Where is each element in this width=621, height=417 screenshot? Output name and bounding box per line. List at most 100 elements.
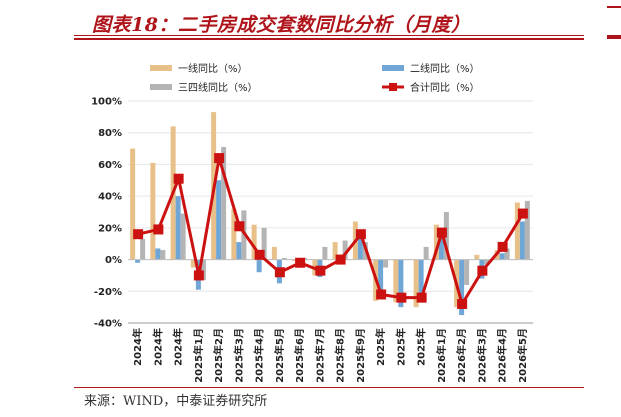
legend-label-total: 合计同比（%） xyxy=(410,81,480,94)
total-marker xyxy=(477,265,488,276)
x-tick-label: 2025年 xyxy=(394,328,407,366)
total-marker xyxy=(133,229,144,240)
total-marker xyxy=(315,265,326,276)
x-tick-label: 2025年1月 xyxy=(192,328,205,383)
adjacent-panel-rule xyxy=(607,35,621,39)
bar-tier34 xyxy=(383,259,389,268)
bar-tier2 xyxy=(175,196,181,260)
total-marker xyxy=(436,227,447,238)
legend-marker-total xyxy=(389,83,397,91)
title-divider xyxy=(74,35,584,36)
x-tick-label: 2025年4月 xyxy=(253,328,266,383)
source-note: 来源：WIND，中泰证券研究所 xyxy=(84,394,268,409)
bar-tier34 xyxy=(140,238,146,260)
bar-tier1 xyxy=(271,246,277,260)
bar-tier2 xyxy=(378,259,384,298)
x-tick-label: 2026年4月 xyxy=(496,328,509,383)
x-tick-label: 2024年 xyxy=(151,328,164,366)
bar-tier1 xyxy=(413,259,419,308)
x-tick-label: 2025年5月 xyxy=(273,328,286,383)
total-marker xyxy=(295,257,306,268)
legend-swatch-tier1 xyxy=(150,65,172,71)
bar-tier1 xyxy=(332,242,338,260)
total-marker xyxy=(193,270,204,281)
bar-tier2 xyxy=(398,259,404,308)
bar-tier34 xyxy=(524,200,530,260)
bar-tier1 xyxy=(514,202,520,260)
bar-tier1 xyxy=(150,162,156,260)
total-marker xyxy=(416,292,427,303)
bar-tier2 xyxy=(155,248,161,260)
x-tick-label: 2026年2月 xyxy=(455,328,468,383)
y-tick-label: 100% xyxy=(91,97,122,108)
x-tick-label: 2025年8月 xyxy=(334,328,347,383)
total-marker xyxy=(457,298,468,309)
total-marker xyxy=(517,208,528,219)
source-divider xyxy=(74,387,584,388)
bar-tier2 xyxy=(216,180,222,260)
x-tick-label: 2025年3月 xyxy=(232,328,245,383)
chart-title: 图表18：二手房成交套数同比分析（月度） xyxy=(92,14,471,36)
bar-tier2 xyxy=(357,238,363,260)
x-tick-label: 2024年 xyxy=(172,328,185,366)
y-tick-label: -20% xyxy=(94,287,122,298)
y-tick-label: 0% xyxy=(105,255,122,266)
bar-tier34 xyxy=(221,146,227,260)
x-tick-label: 2025年6月 xyxy=(293,328,306,383)
bar-tier1 xyxy=(231,208,237,260)
bar-tier2 xyxy=(418,259,424,300)
x-tick-label: 2026年5月 xyxy=(516,328,529,383)
bar-tier1 xyxy=(433,224,439,260)
bar-tier2 xyxy=(438,237,444,260)
total-marker xyxy=(355,229,366,240)
x-tick-label: 2026年3月 xyxy=(475,328,488,383)
bar-tier34 xyxy=(200,259,206,281)
x-tick-label: 2026年1月 xyxy=(435,328,448,383)
x-tick-label: 2025年 xyxy=(374,328,387,366)
total-marker xyxy=(274,267,285,278)
total-marker xyxy=(335,254,346,265)
y-tick-label: 80% xyxy=(98,128,122,139)
legend-swatch-tier34 xyxy=(150,84,172,90)
bar-tier1 xyxy=(393,259,399,303)
bar-tier1 xyxy=(292,259,298,262)
bar-tier2 xyxy=(459,259,465,316)
title-divider-thick xyxy=(74,38,584,40)
total-marker xyxy=(254,249,265,260)
total-series-line xyxy=(133,153,528,309)
total-marker xyxy=(396,292,407,303)
total-marker xyxy=(497,241,508,252)
x-tick-label: 2025年2月 xyxy=(212,328,225,383)
bar-tier34 xyxy=(261,227,267,260)
bar-tier34 xyxy=(281,257,287,260)
legend-label-tier2: 二线同比（%） xyxy=(410,62,480,75)
bar-tier34 xyxy=(160,250,166,260)
y-tick-label: 40% xyxy=(98,192,122,203)
total-marker xyxy=(173,173,184,184)
legend: 一线同比（%） 二线同比（%） 三四线同比（%） 合计同比（%） xyxy=(150,62,480,94)
total-marker xyxy=(376,289,387,300)
bar-tier34 xyxy=(484,259,490,265)
y-tick-label: 60% xyxy=(98,160,122,171)
y-axis-tick-labels: 100% 80% 60% 40% 20% 0% -20% -40% xyxy=(91,97,122,330)
bar-tier2 xyxy=(256,259,262,273)
total-marker xyxy=(234,221,245,232)
x-axis-tick-labels: 2024年 2024年 2024年 2025年1月 2025年2月 2025年3月 2025… xyxy=(131,328,529,383)
bars xyxy=(130,112,530,316)
bar-tier1 xyxy=(130,148,136,260)
x-tick-label: 2024年 xyxy=(131,328,144,366)
total-marker xyxy=(214,153,225,164)
x-tick-label: 2025年 xyxy=(415,328,428,366)
adjacent-panel-top-rule xyxy=(607,6,621,8)
x-tick-label: 2025年9月 xyxy=(354,328,367,383)
bar-tier34 xyxy=(464,259,470,285)
y-tick-label: 20% xyxy=(98,223,122,234)
bar-tier34 xyxy=(342,240,348,260)
bar-tier2 xyxy=(499,253,505,260)
total-marker xyxy=(153,224,164,235)
legend-label-tier1: 一线同比（%） xyxy=(178,62,248,75)
bar-tier34 xyxy=(504,248,510,260)
y-tick-label: -40% xyxy=(94,319,122,330)
bar-tier1 xyxy=(190,259,196,268)
bar-tier2 xyxy=(519,221,525,260)
